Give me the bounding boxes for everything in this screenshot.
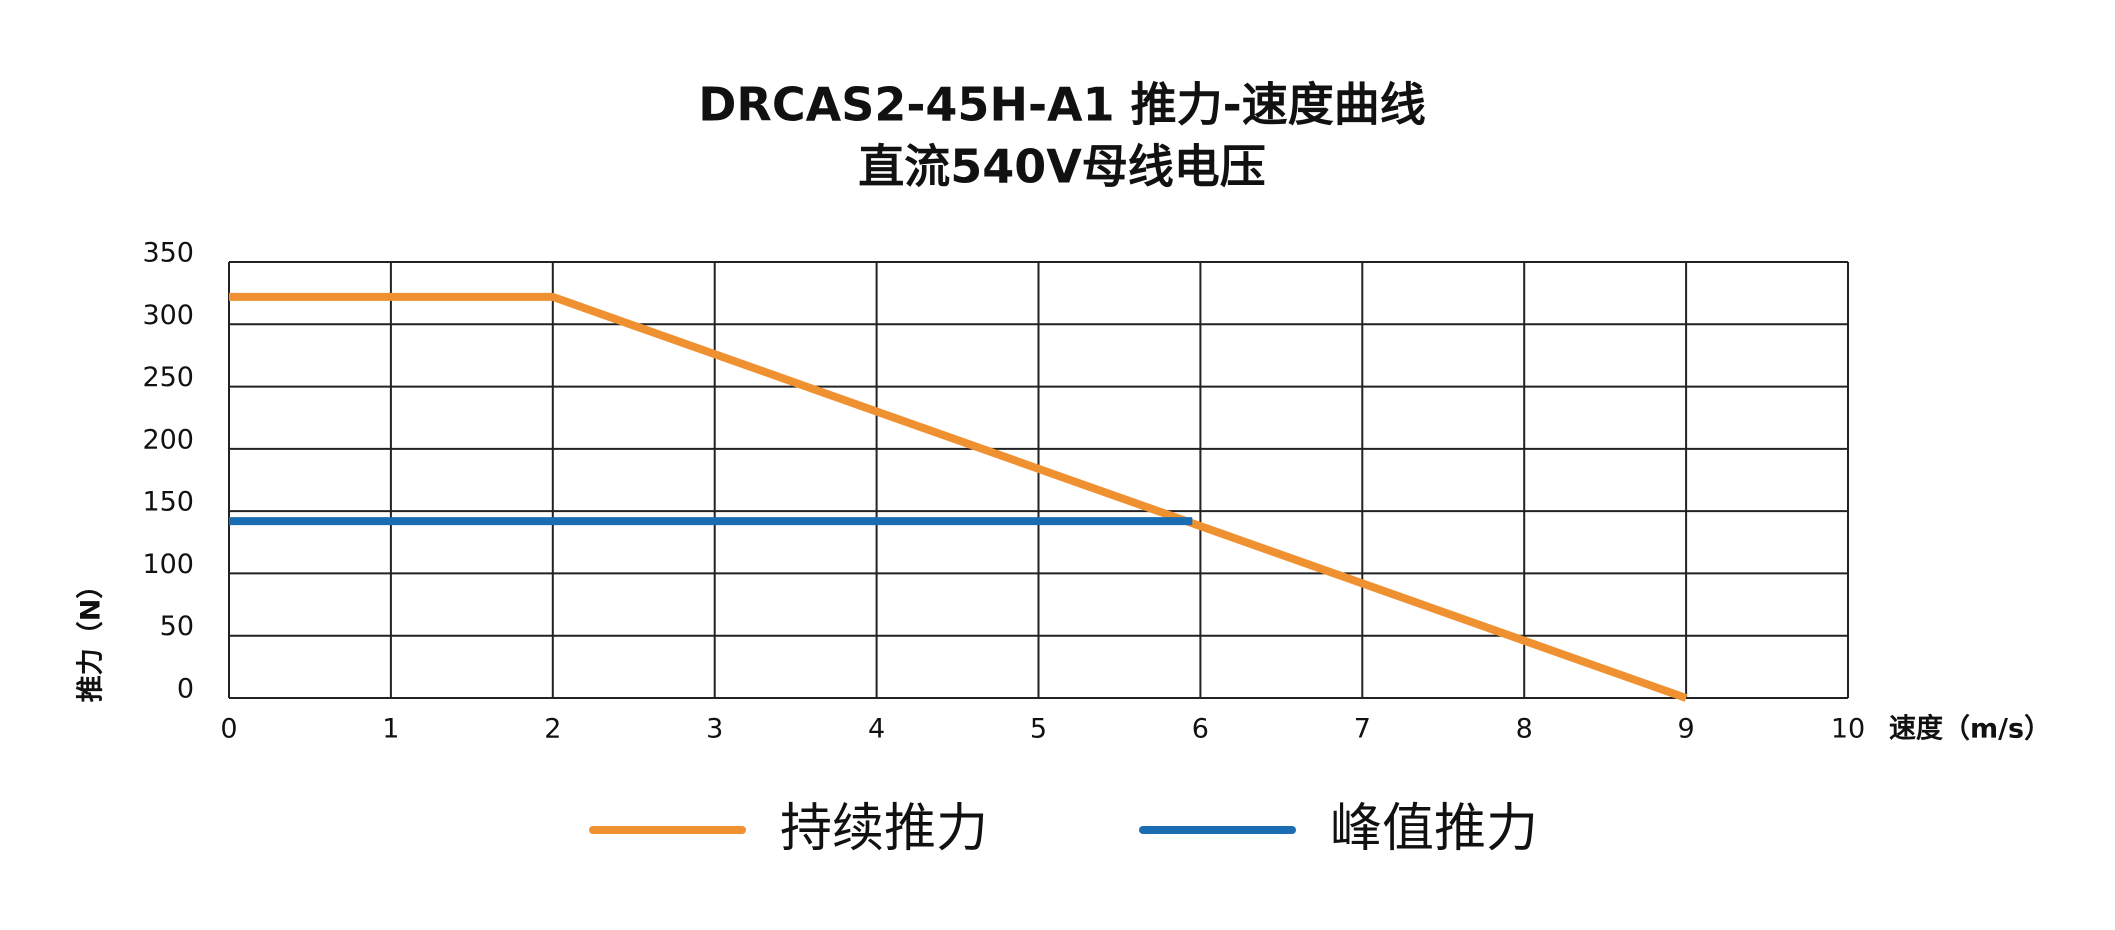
x-tick-label: 5 (1030, 714, 1047, 745)
x-tick-label: 3 (706, 714, 723, 745)
y-tick-label: 50 (160, 611, 194, 642)
chart-subtitle: 直流540V母线电压 (858, 140, 1266, 194)
x-tick-label: 4 (868, 714, 885, 745)
y-tick-label: 150 (142, 487, 194, 518)
y-tick-label: 100 (142, 549, 194, 580)
y-tick-label: 300 (142, 300, 194, 331)
y-axis-label: 推力（N） (76, 572, 107, 703)
x-axis-label: 速度（m/s） (1889, 713, 2051, 745)
x-tick-label: 8 (1516, 714, 1533, 745)
y-tick-label: 250 (142, 362, 194, 393)
x-tick-label: 2 (544, 714, 561, 745)
y-tick-label: 350 (142, 238, 194, 269)
x-tick-label: 6 (1192, 714, 1209, 745)
chart-title: DRCAS2-45H-A1 推力-速度曲线 (698, 78, 1426, 132)
x-tick-label: 0 (220, 714, 237, 745)
series-line (229, 292, 1688, 702)
legend-label: 峰值推力 (1330, 799, 1538, 859)
x-tick-label: 7 (1354, 714, 1371, 745)
x-tick-label: 1 (382, 714, 399, 745)
y-tick-label: 200 (142, 424, 194, 455)
legend-label: 持续推力 (780, 799, 988, 859)
x-tick-label: 9 (1678, 714, 1695, 745)
x-tick-label: 10 (1831, 714, 1865, 745)
y-tick-label: 0 (177, 674, 194, 705)
